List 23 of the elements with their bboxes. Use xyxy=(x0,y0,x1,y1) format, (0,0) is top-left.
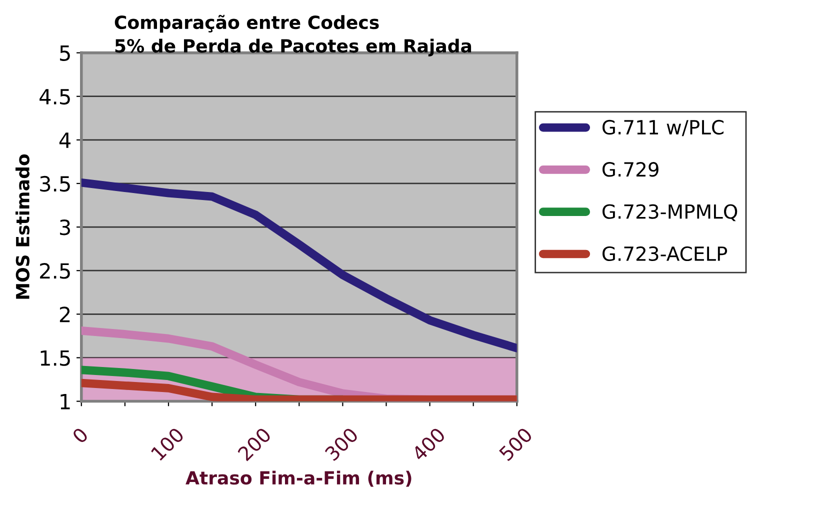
x-tick-label: 300 xyxy=(324,426,359,462)
y-tick-label: 1 xyxy=(60,394,70,410)
y-tick-label: 4 xyxy=(59,132,71,148)
y-tick-label: 2 xyxy=(60,306,70,322)
x-axis-title: Atraso Fim-a-Fim (ms) xyxy=(186,470,412,487)
y-tick-label: 3.5 xyxy=(40,176,70,192)
legend-label: G.723-MPMLQ xyxy=(602,204,738,222)
x-tick-label: 200 xyxy=(237,426,272,462)
y-tick-label: 1.5 xyxy=(40,350,70,366)
y-tick-label: 5 xyxy=(60,46,70,62)
x-tick-label: 100 xyxy=(150,426,185,461)
legend-label: G.723-ACELP xyxy=(602,246,728,262)
y-axis-title: MOS Estimado xyxy=(16,154,30,299)
x-tick-label: 400 xyxy=(410,426,446,462)
x-tick-label: 0 xyxy=(72,426,89,444)
chart-subtitle: 5% de Perda de Pacotes em Rajada xyxy=(115,38,472,56)
chart-title: Comparação entre Codecs xyxy=(114,14,379,33)
y-tick-label: 2.5 xyxy=(40,263,70,279)
y-tick-label: 4.5 xyxy=(40,89,70,105)
legend-label: G.729 xyxy=(602,162,658,177)
x-tick-label: 500 xyxy=(498,426,534,462)
y-tick-label: 3 xyxy=(60,219,70,236)
legend-label: G.711 w/PLC xyxy=(602,120,724,136)
